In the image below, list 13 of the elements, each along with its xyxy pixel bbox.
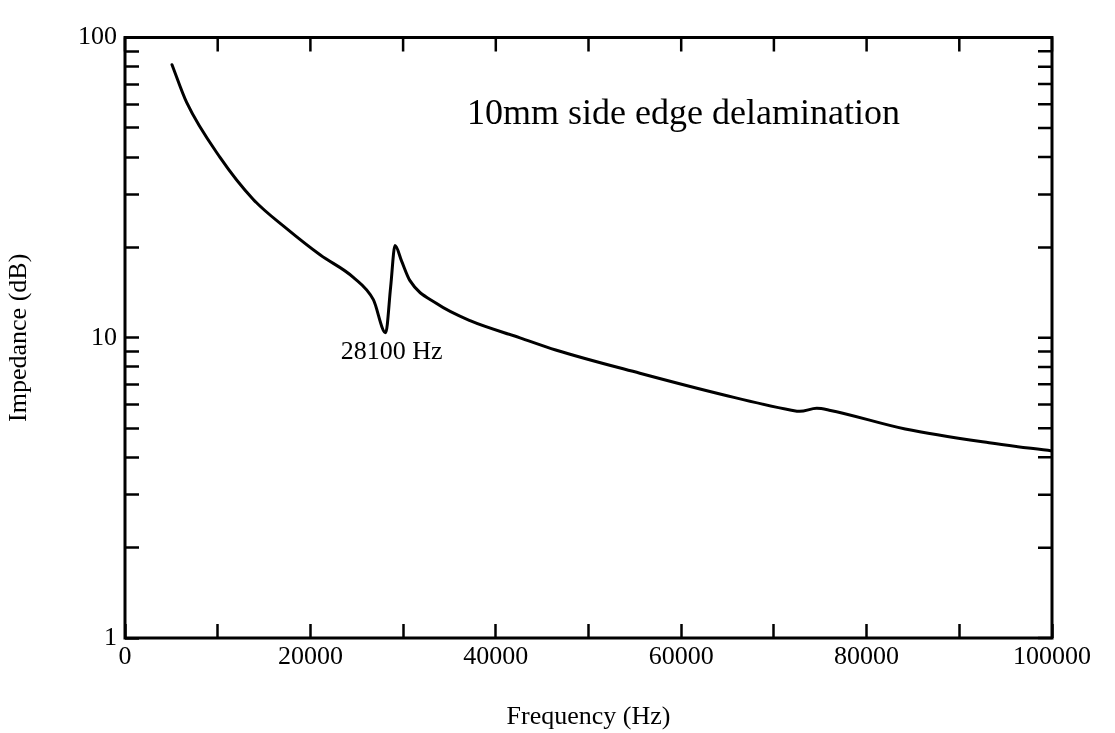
x-axis-title: Frequency (Hz)	[506, 701, 671, 731]
x-tick-label: 60000	[648, 641, 714, 671]
y-tick-label: 1	[104, 621, 117, 651]
text: 10mm side edge delamination	[467, 92, 900, 133]
x-tick-label: 20000	[277, 641, 343, 671]
y-tick-label: 100	[78, 21, 117, 51]
x-tick-label: 100000	[1013, 641, 1091, 671]
annotation: 28100 Hz	[340, 335, 443, 365]
x-tick-label: 0	[118, 641, 132, 671]
y-tick-label: 10	[91, 321, 117, 351]
x-tick-label: 40000	[463, 641, 529, 671]
x-tick-label: 80000	[834, 641, 900, 671]
y-axis-title: Impedance (dB)	[3, 253, 33, 422]
